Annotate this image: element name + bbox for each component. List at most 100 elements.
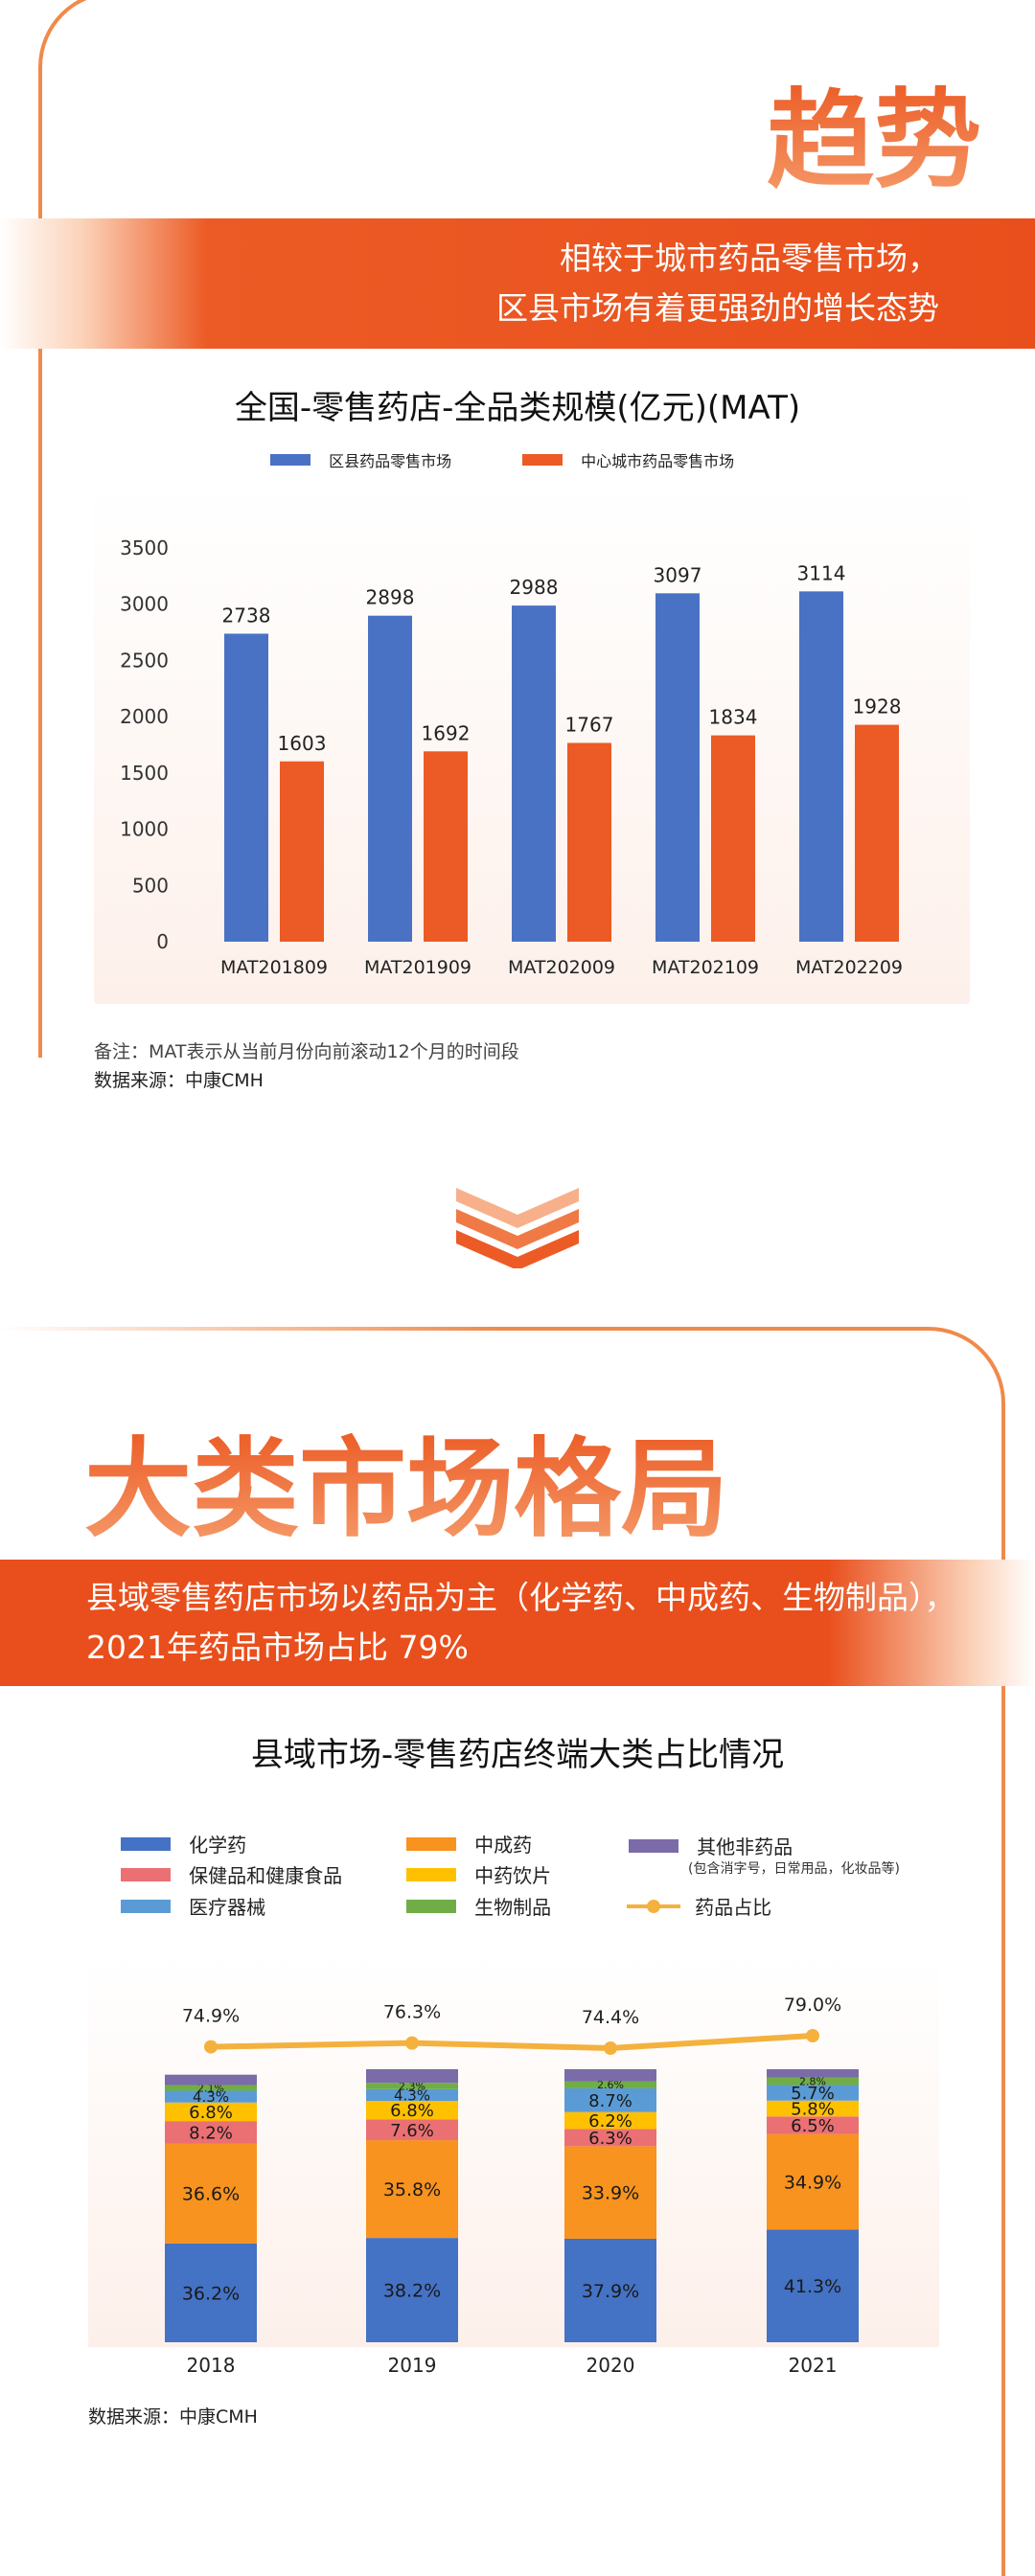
legend-swatch: [121, 1899, 171, 1913]
data-label: 1834: [709, 706, 758, 729]
segment-label: 4.3%: [193, 2088, 229, 2106]
stack-segment: [366, 2238, 458, 2342]
legend-item: 保健品和健康食品: [121, 1860, 342, 1888]
y-tick-label: 1500: [120, 762, 169, 785]
legend-label: 药品占比: [695, 1896, 772, 1919]
bar: [711, 735, 755, 942]
stack-segment: [564, 2087, 656, 2112]
stack-segment: [564, 2069, 656, 2082]
legend-label: 区县药品零售市场: [329, 452, 452, 470]
stack-segment: [564, 2238, 656, 2342]
chart-note: 备注：MAT表示从当前月份向前滚动12个月的时间段: [94, 1041, 519, 1062]
line-label: 79.0%: [784, 1995, 841, 2016]
legend-item: 区县药品零售市场: [270, 448, 451, 471]
stack-segment: [767, 2069, 859, 2078]
segment-label: 37.9%: [582, 2281, 639, 2302]
segment-label: 2.8%: [799, 2076, 826, 2088]
stack-segment: [564, 2111, 656, 2130]
legend-label: 中药饮片: [474, 1864, 552, 1887]
bar: [567, 742, 611, 942]
legend-item: 中心城市药品零售市场: [522, 448, 734, 471]
stacked-bar-chart-category-share: 36.2%36.6%8.2%6.8%4.3%2.1%201838.2%35.8%…: [165, 1995, 859, 2377]
stack-segment: [366, 2088, 458, 2102]
x-tick-label: MAT201909: [364, 957, 472, 978]
x-tick-label: 2021: [789, 2354, 838, 2377]
y-tick-label: 3500: [120, 536, 169, 559]
stack-segment: [767, 2116, 859, 2134]
line-label: 76.3%: [383, 2002, 441, 2023]
legend-item: 医疗器械: [121, 1892, 265, 1920]
x-tick-label: 2019: [388, 2354, 437, 2377]
segment-label: 7.6%: [390, 2121, 434, 2141]
line-point: [604, 2041, 617, 2055]
segment-label: 6.5%: [791, 2116, 835, 2136]
legend-label: 中成药: [474, 1834, 533, 1857]
x-tick-label: 2020: [586, 2354, 635, 2377]
data-source: 数据来源：中康CMH: [88, 2406, 258, 2428]
legend-line-swatch: [627, 1899, 680, 1913]
legend-label: 保健品和健康食品: [189, 1864, 343, 1887]
bar: [224, 633, 268, 942]
stack-segment: [366, 2069, 458, 2084]
segment-label: 33.9%: [582, 2183, 639, 2204]
data-label: 1928: [853, 695, 902, 718]
segment-label: 2.3%: [399, 2080, 426, 2092]
chart-title: 县域市场-零售药店终端大类占比情况: [250, 1736, 785, 1774]
segment-label: 6.2%: [588, 2111, 632, 2131]
x-tick-label: MAT201809: [220, 957, 328, 978]
legend-item: 中药饮片: [406, 1860, 551, 1888]
chart-title: 全国-零售药店-全品类规模(亿元)(MAT): [234, 389, 801, 427]
stack-segment: [564, 2129, 656, 2147]
segment-label: 6.3%: [588, 2129, 632, 2149]
band-line-1: 相较于城市药品零售市场，: [560, 239, 939, 277]
legend-swatch: [121, 1867, 171, 1881]
segment-label: 41.3%: [784, 2276, 841, 2297]
legend-label: 生物制品: [474, 1896, 552, 1919]
segment-label: 5.8%: [791, 2100, 835, 2120]
stack-segment: [767, 2085, 859, 2101]
segment-label: 6.8%: [189, 2103, 233, 2123]
line-point: [806, 2029, 819, 2042]
bar-chart-retail-scale: 0 500 1000 1500 2000 2500 3000 3500 2738 1603 MAT2…: [120, 536, 903, 978]
segment-label: 38.2%: [383, 2280, 441, 2301]
stack-segment: [366, 2083, 458, 2089]
stack-segment: [564, 2146, 656, 2239]
bar: [424, 751, 468, 942]
data-label: 1767: [565, 714, 614, 737]
band-line-1: 县域零售药店市场以药品为主（化学药、中成药、生物制品），: [86, 1579, 956, 1616]
legend-swatch: [629, 1838, 678, 1853]
data-label: 1603: [278, 732, 327, 755]
bar: [855, 724, 899, 942]
bar: [512, 605, 556, 942]
segment-label: 6.8%: [390, 2101, 434, 2121]
data-source: 数据来源：中康CMH: [94, 1070, 264, 1091]
stack-segment: [165, 2121, 257, 2144]
line-label: 74.4%: [582, 2007, 639, 2028]
section-frame-category: [0, 1327, 1005, 2576]
y-tick-label: 2500: [120, 649, 169, 672]
stack-segment: [564, 2081, 656, 2088]
y-tick-label: 3000: [120, 593, 169, 616]
segment-label: 8.2%: [189, 2123, 233, 2143]
series-line: [210, 2033, 814, 2052]
legend-item: 化学药: [121, 1830, 246, 1858]
chevron-down-icon: [456, 1188, 579, 1268]
stack-segment: [767, 2133, 859, 2230]
line-point: [204, 2040, 218, 2054]
segment-label: 5.7%: [791, 2084, 835, 2104]
legend-swatch: [406, 1899, 456, 1913]
stack-segment: [165, 2085, 257, 2091]
stack-segment: [767, 2100, 859, 2117]
segment-label: 4.3%: [394, 2086, 430, 2104]
legend-item: 中成药: [406, 1830, 532, 1858]
stack-segment: [165, 2090, 257, 2103]
x-tick-label: MAT202209: [795, 957, 903, 978]
legend-swatch: [270, 454, 310, 466]
data-label: 2898: [366, 586, 415, 609]
stack-segment: [767, 2229, 859, 2342]
section-heading-trend: 趋势: [767, 79, 981, 203]
legend-label: 其他非药品: [697, 1835, 794, 1858]
data-label: 2738: [222, 604, 271, 627]
legend-swatch: [121, 1836, 171, 1851]
stack-segment: [165, 2102, 257, 2122]
